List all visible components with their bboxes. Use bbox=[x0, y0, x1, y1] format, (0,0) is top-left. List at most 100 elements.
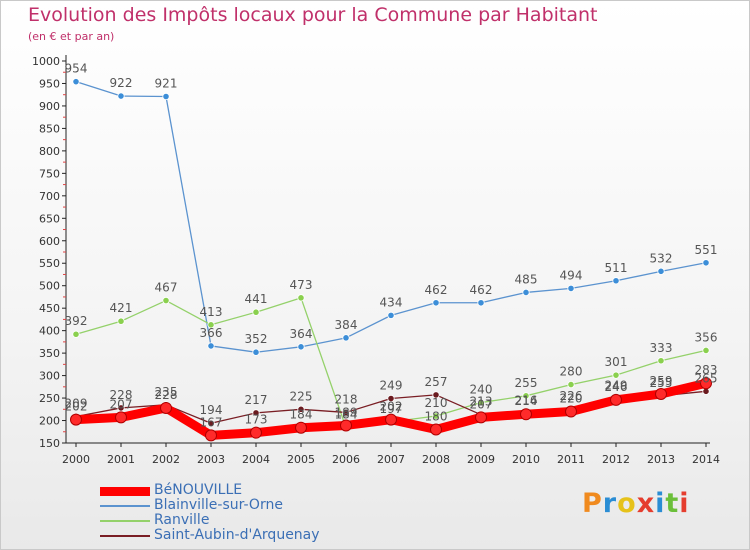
data-label: 217 bbox=[245, 393, 268, 407]
data-label: 283 bbox=[695, 363, 718, 377]
data-label: 551 bbox=[695, 243, 718, 257]
legend-label: BéNOUVILLE bbox=[154, 482, 243, 498]
data-point bbox=[342, 408, 350, 417]
data-label: 265 bbox=[695, 371, 718, 385]
y-tick-label: 300 bbox=[39, 370, 60, 383]
data-label: 259 bbox=[650, 374, 673, 388]
data-label: 462 bbox=[425, 283, 448, 297]
data-point bbox=[250, 426, 262, 439]
x-tick-label: 2013 bbox=[647, 453, 675, 466]
data-label: 255 bbox=[515, 376, 538, 390]
data-label: 210 bbox=[425, 396, 448, 410]
x-tick-label: 2011 bbox=[557, 453, 585, 466]
logo-letter: r bbox=[602, 488, 618, 519]
data-point bbox=[565, 405, 577, 418]
data-point bbox=[162, 296, 170, 305]
data-label: 180 bbox=[425, 410, 448, 424]
data-label: 220 bbox=[560, 392, 583, 406]
data-label: 214 bbox=[515, 394, 538, 408]
data-label: 240 bbox=[470, 383, 493, 397]
y-tick-label: 600 bbox=[39, 235, 60, 248]
data-label: 954 bbox=[65, 62, 88, 76]
x-tick-label: 2010 bbox=[512, 453, 540, 466]
legend-item: Ranville bbox=[100, 513, 360, 528]
data-point bbox=[72, 330, 80, 338]
data-point bbox=[610, 393, 622, 406]
data-point bbox=[432, 391, 440, 399]
data-point bbox=[297, 405, 305, 413]
logo-letter: P bbox=[582, 488, 603, 519]
y-tick-label: 250 bbox=[39, 392, 60, 405]
data-point bbox=[117, 404, 125, 412]
legend-swatch bbox=[100, 520, 150, 522]
data-point bbox=[205, 429, 217, 442]
data-label: 462 bbox=[470, 283, 493, 297]
data-label: 434 bbox=[380, 295, 403, 309]
data-label: 226 bbox=[560, 389, 583, 403]
data-label: 255 bbox=[650, 376, 673, 390]
x-tick-label: 2012 bbox=[602, 453, 630, 466]
y-tick-label: 150 bbox=[39, 437, 60, 450]
data-label: 216 bbox=[515, 393, 538, 407]
data-label: 209 bbox=[65, 396, 88, 410]
data-label: 218 bbox=[335, 392, 358, 406]
data-label: 173 bbox=[245, 413, 268, 427]
data-point bbox=[430, 423, 442, 436]
y-tick-label: 650 bbox=[39, 212, 60, 225]
data-point bbox=[207, 419, 215, 427]
data-point bbox=[477, 398, 485, 407]
logo-letter: t bbox=[665, 488, 680, 519]
data-label: 421 bbox=[110, 301, 133, 315]
series-line-1 bbox=[75, 81, 707, 353]
logo-letter: i bbox=[655, 488, 666, 519]
data-label: 213 bbox=[470, 395, 493, 409]
data-point bbox=[252, 308, 260, 316]
data-point bbox=[700, 377, 712, 390]
data-point bbox=[385, 413, 397, 426]
y-tick-label: 450 bbox=[39, 302, 60, 315]
data-label: 494 bbox=[560, 268, 583, 282]
data-point bbox=[520, 408, 532, 421]
data-label: 473 bbox=[290, 278, 313, 292]
data-point bbox=[522, 392, 530, 400]
data-point bbox=[70, 413, 82, 426]
data-point bbox=[207, 342, 215, 350]
data-label: 441 bbox=[245, 292, 268, 306]
data-point bbox=[160, 401, 172, 414]
data-label: 167 bbox=[200, 415, 223, 429]
data-label: 184 bbox=[335, 408, 358, 422]
data-label: 280 bbox=[560, 365, 583, 379]
x-tick-label: 2002 bbox=[152, 453, 180, 466]
data-label: 184 bbox=[290, 408, 313, 422]
data-label: 366 bbox=[200, 326, 223, 340]
x-tick-label: 2004 bbox=[242, 453, 270, 466]
legend-label: Blainville-sur-Orne bbox=[154, 497, 283, 513]
data-point bbox=[115, 411, 127, 424]
y-tick-label: 550 bbox=[39, 257, 60, 270]
y-tick-label: 700 bbox=[39, 190, 60, 203]
data-point bbox=[612, 371, 620, 379]
data-label: 194 bbox=[200, 403, 223, 417]
data-label: 364 bbox=[290, 327, 313, 341]
logo-letter: o bbox=[617, 488, 637, 519]
legend-item: BéNOUVILLE bbox=[100, 483, 360, 498]
data-point bbox=[657, 267, 665, 275]
data-label: 235 bbox=[155, 385, 178, 399]
data-point bbox=[162, 92, 170, 101]
data-label: 246 bbox=[605, 380, 628, 394]
y-tick-label: 200 bbox=[39, 415, 60, 428]
data-label: 922 bbox=[110, 76, 133, 90]
y-tick-label: 950 bbox=[39, 77, 60, 90]
y-tick-label: 800 bbox=[39, 145, 60, 158]
data-point bbox=[567, 380, 575, 389]
data-point bbox=[297, 294, 305, 302]
data-label: 384 bbox=[335, 318, 358, 332]
logo-letter: i bbox=[679, 488, 690, 519]
y-tick-label: 750 bbox=[39, 167, 60, 180]
data-label: 301 bbox=[605, 355, 628, 369]
data-label: 207 bbox=[470, 397, 493, 411]
data-label: 197 bbox=[380, 402, 403, 416]
data-point bbox=[702, 346, 710, 355]
